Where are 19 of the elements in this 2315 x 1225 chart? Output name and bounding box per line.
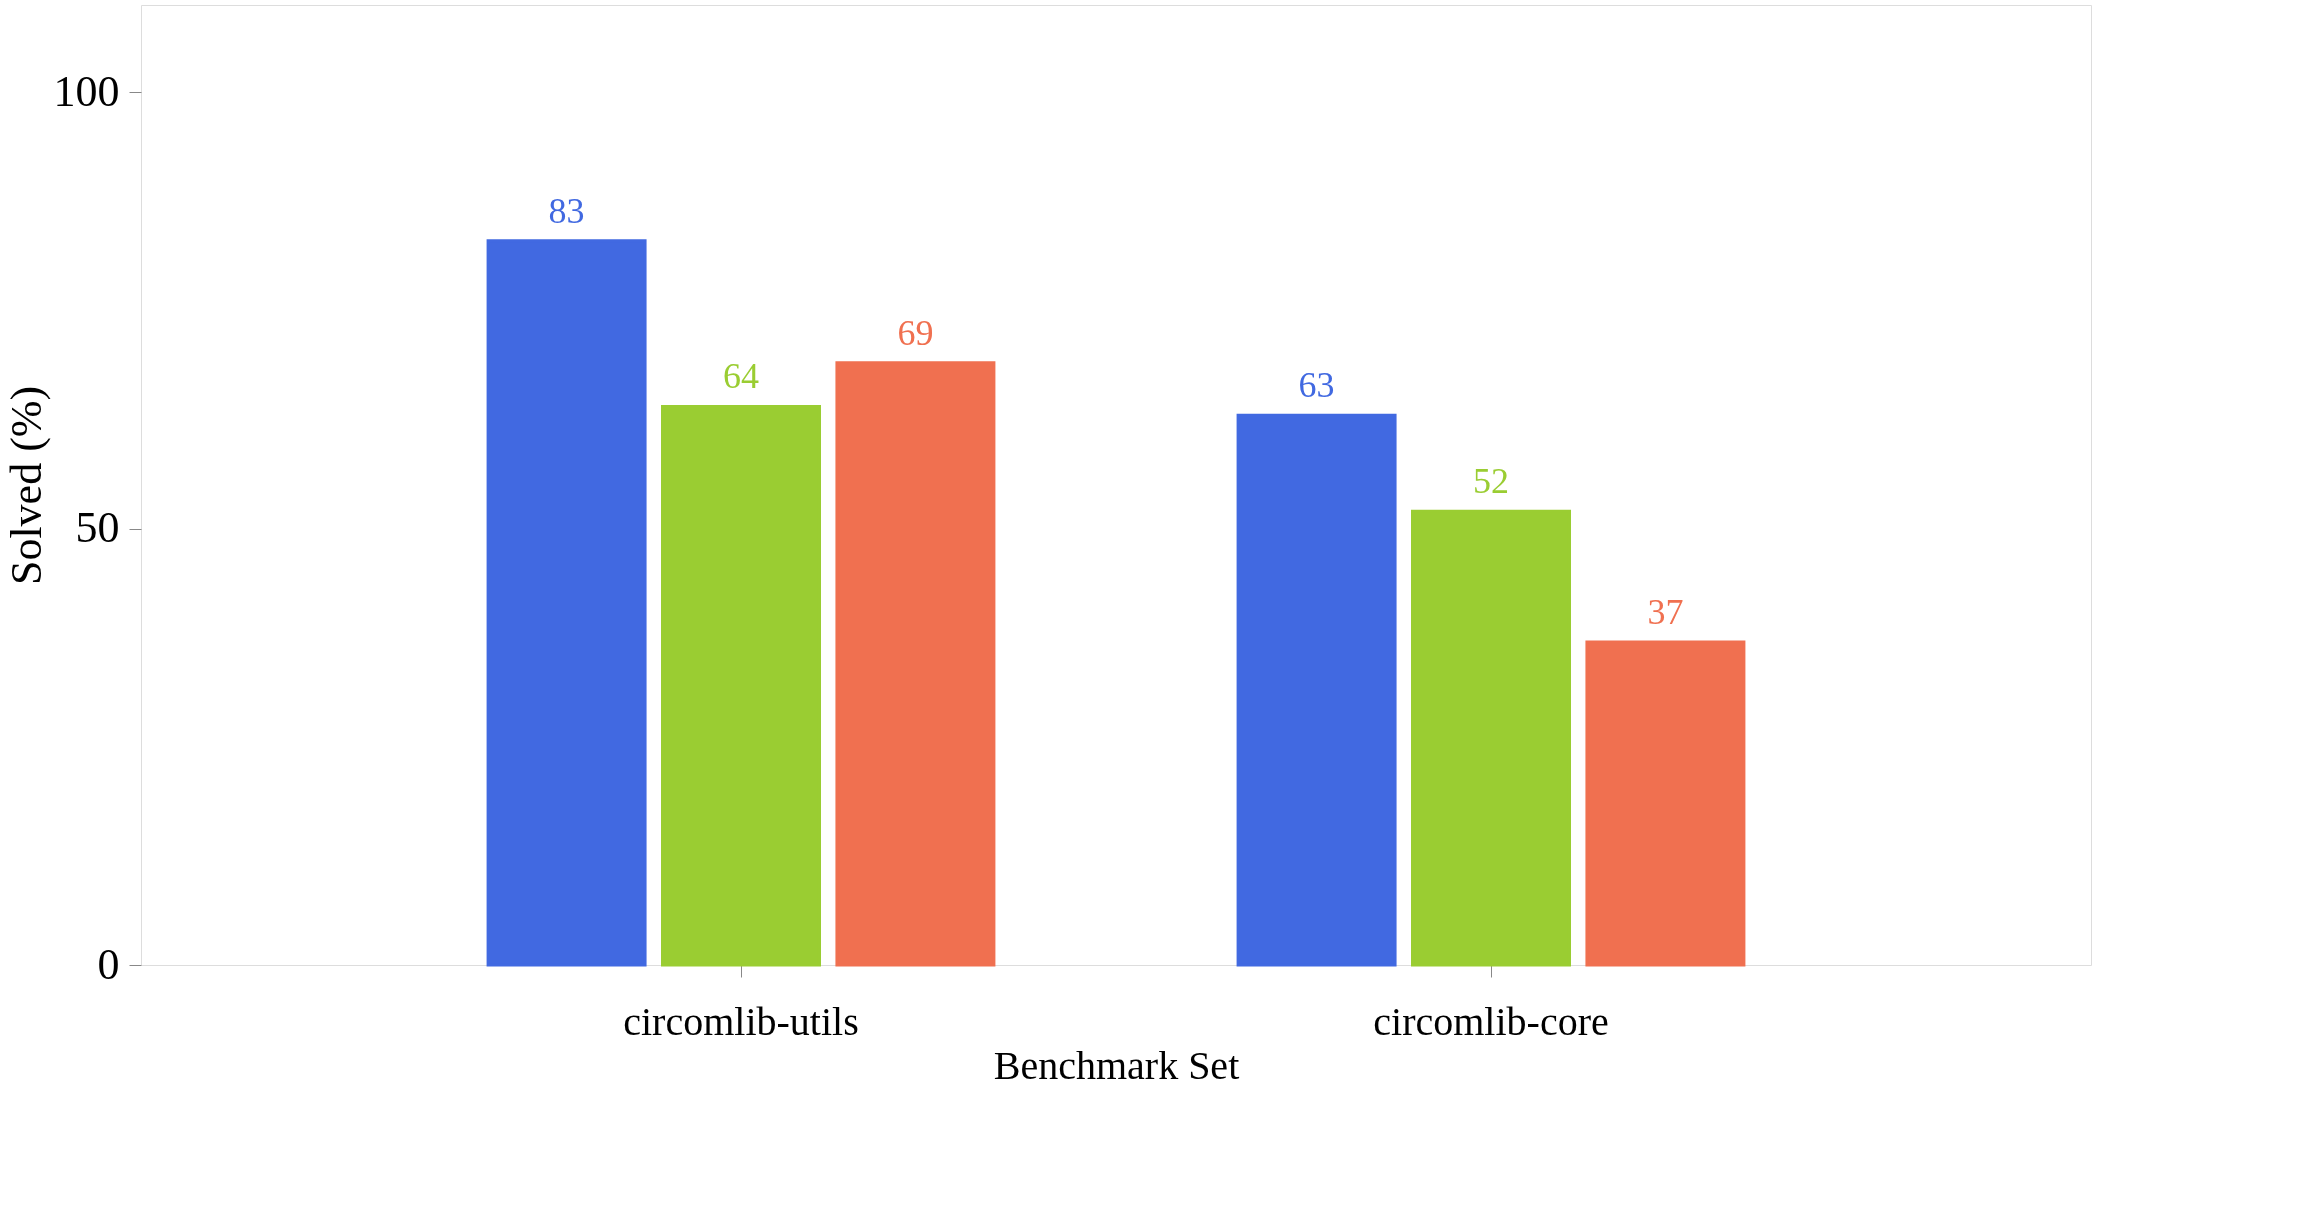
bar xyxy=(486,239,647,967)
data-label: 83 xyxy=(548,190,585,231)
bar xyxy=(661,404,821,967)
data-label: 63 xyxy=(1298,365,1335,406)
data-label: 37 xyxy=(1647,592,1684,633)
data-label: 52 xyxy=(1473,461,1509,502)
y-axis-title: Solved (%) xyxy=(1,385,51,586)
bar xyxy=(1411,509,1571,967)
y-tick-label: 50 xyxy=(75,503,120,553)
x-tick-label: circomlib-utils xyxy=(623,998,859,1044)
data-label: 69 xyxy=(897,312,934,353)
data-label: 64 xyxy=(723,356,759,397)
bar xyxy=(1585,640,1746,967)
x-axis-title: Benchmark Set xyxy=(993,1042,1240,1088)
y-tick-label: 100 xyxy=(53,66,120,116)
x-tick-label: circomlib-core xyxy=(1373,998,1609,1044)
y-tick-label: 0 xyxy=(97,939,120,989)
bar xyxy=(835,361,996,967)
bar xyxy=(1236,413,1397,967)
